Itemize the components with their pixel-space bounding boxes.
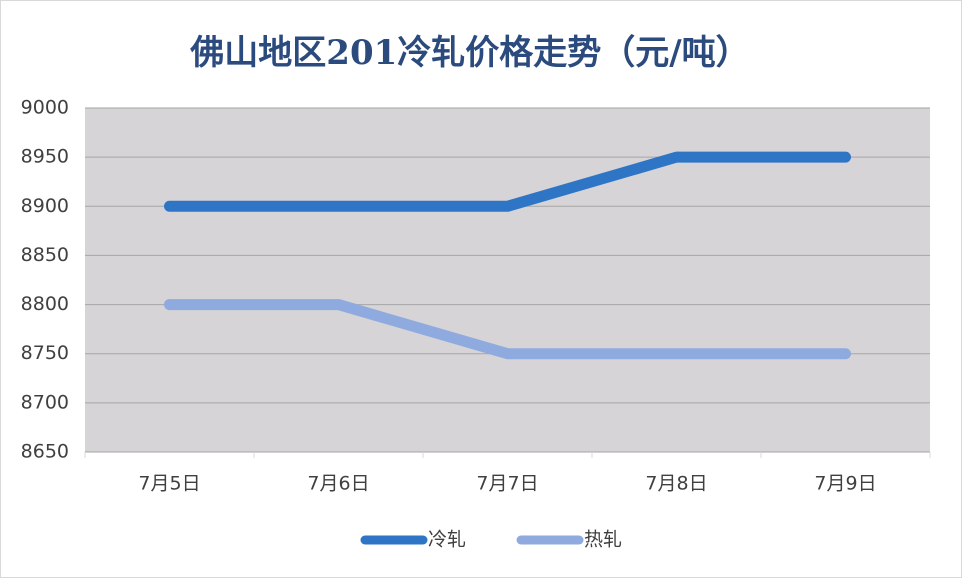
y-tick-label: 8650 [21, 441, 69, 463]
x-tick-label: 7月7日 [476, 473, 538, 495]
chart-title: 佛山地区201冷轧价格走势（元/吨） [189, 33, 749, 73]
x-tick-label: 7月9日 [814, 473, 876, 495]
y-tick-label: 8700 [21, 391, 69, 413]
y-tick-label: 8950 [21, 146, 69, 168]
legend-label: 热轧 [584, 529, 622, 551]
x-tick-label: 7月8日 [645, 473, 707, 495]
y-tick-label: 8850 [21, 244, 69, 266]
y-tick-label: 8750 [21, 342, 69, 364]
y-tick-label: 9000 [21, 97, 69, 119]
legend-label: 冷轧 [428, 529, 466, 551]
y-tick-label: 8900 [21, 195, 69, 217]
series-line [164, 151, 851, 212]
x-tick-label: 7月5日 [138, 473, 200, 495]
x-tick-label: 7月6日 [307, 473, 369, 495]
series-line [164, 299, 851, 360]
y-tick-label: 8800 [21, 293, 69, 315]
plot-area [85, 108, 930, 452]
